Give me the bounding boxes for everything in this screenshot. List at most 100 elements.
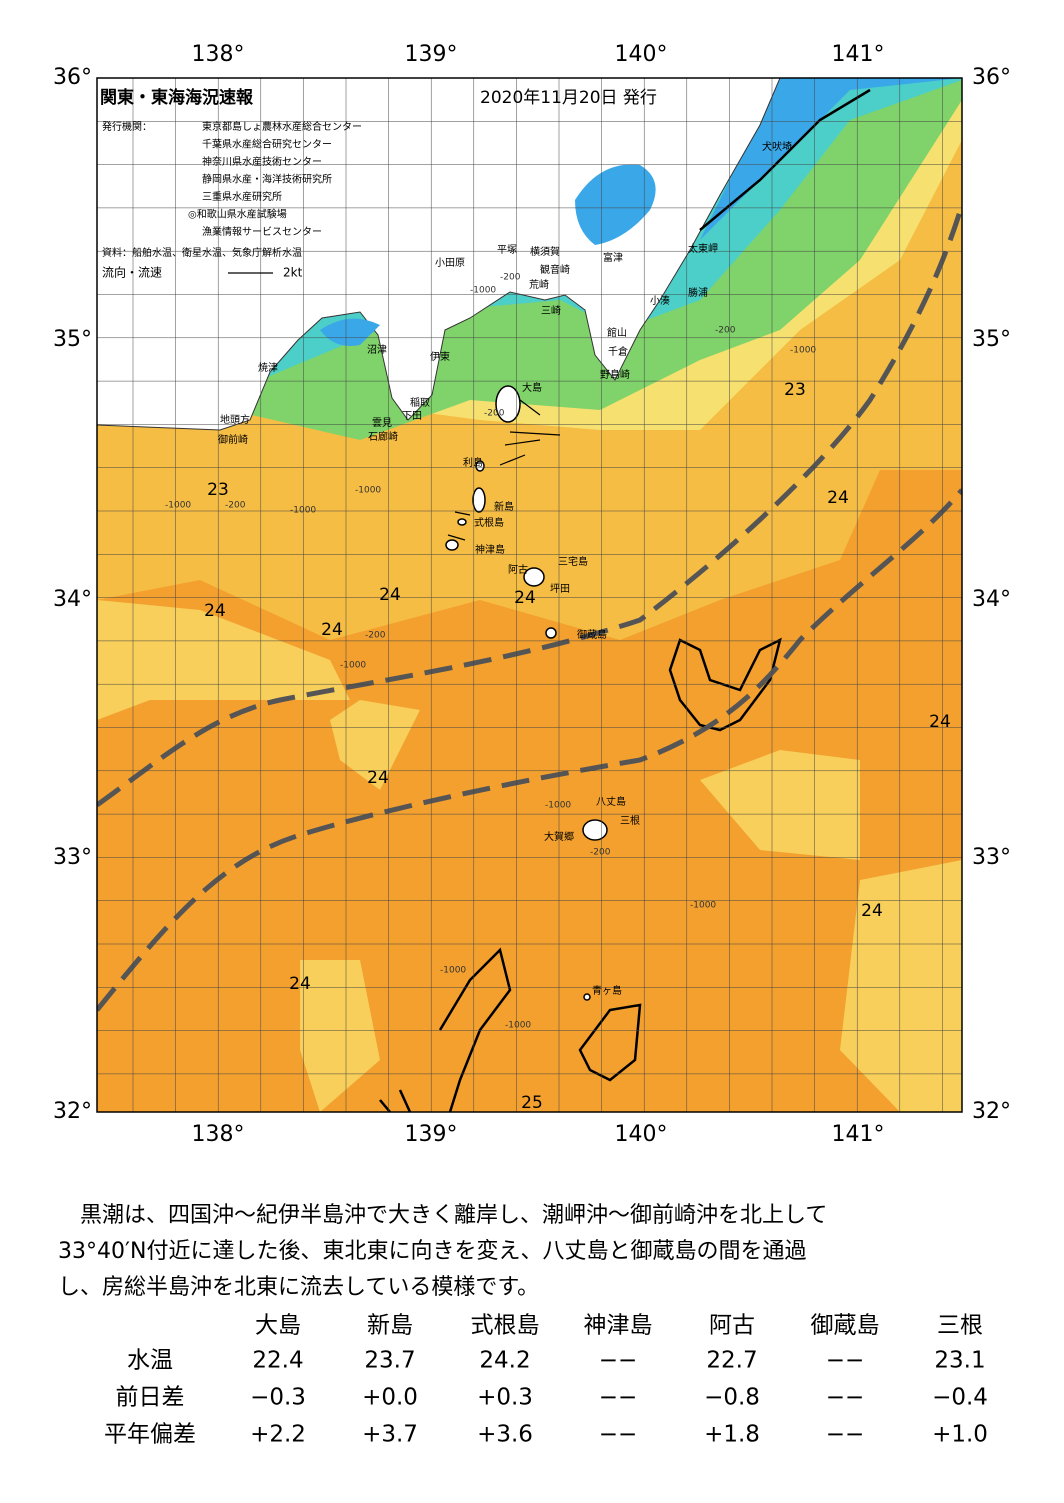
place-name: 三根 (620, 814, 640, 827)
table-header: 大島 (255, 1313, 301, 1339)
place-name: 沼津 (367, 343, 387, 356)
place-name: 御前崎 (218, 433, 248, 446)
table-cell: 23.1 (934, 1348, 985, 1374)
isotherm-label: 24 (827, 488, 849, 508)
isotherm-label: 24 (367, 768, 389, 788)
table-cell: +3.7 (362, 1422, 418, 1448)
contour-label: -200 (365, 631, 386, 641)
table-header: 御蔵島 (811, 1313, 880, 1339)
issue-date: 2020年11月20日 発行 (480, 88, 657, 108)
lon-label: 138° (192, 42, 245, 67)
place-name: 野島崎 (600, 368, 630, 381)
place-name: 石廊崎 (368, 430, 398, 443)
table-cell: +2.2 (250, 1422, 306, 1448)
table-cell: −− (826, 1348, 865, 1374)
lon-label: 139° (405, 1122, 458, 1147)
place-name: 神津島 (475, 543, 505, 556)
place-name: 小田原 (435, 257, 465, 269)
isotherm-label: 24 (514, 588, 536, 608)
issuer: 三重県水産研究所 (202, 190, 282, 203)
contour-label: -1000 (790, 346, 816, 356)
lon-label: 140° (615, 1122, 668, 1147)
map-frame (96, 77, 963, 1113)
lon-label: 141° (832, 1122, 885, 1147)
lat-label: 36° (972, 65, 1011, 90)
paragraph-line: し、房総半島沖を北東に流去している模様です。 (58, 1275, 539, 1300)
place-name: 大島 (522, 381, 542, 394)
map-fill (97, 78, 962, 1112)
place-name: 御蔵島 (577, 628, 607, 641)
table-cell: −0.4 (932, 1385, 988, 1411)
table-header: 新島 (367, 1313, 413, 1339)
lat-label: 35° (53, 327, 92, 352)
place-name: 荒崎 (529, 278, 549, 291)
table-cell: −− (599, 1385, 638, 1411)
place-name: 小湊 (650, 294, 670, 307)
source: 資料：船舶水温、衛星水温、気象庁解析水温 (102, 246, 302, 259)
map-title: 関東・東海海況速報 (100, 87, 254, 108)
place-name: 太東岬 (688, 242, 718, 255)
row-label: 前日差 (116, 1385, 185, 1411)
place-name: 新島 (494, 500, 514, 513)
row-label: 平年偏差 (104, 1422, 196, 1448)
current-arrows (228, 272, 561, 541)
table-cell: +1.8 (704, 1422, 760, 1448)
current-scale: 2kt (283, 266, 303, 280)
paragraph-line: 33°40′N付近に達した後、東北東に向きを変え、八丈島と御蔵島の間を通過 (58, 1239, 806, 1264)
table-cell: −− (826, 1422, 865, 1448)
lat-label: 34° (972, 587, 1011, 612)
contour-label: -1000 (470, 286, 496, 296)
place-name: 阿古 (508, 563, 528, 576)
place-name: 観音崎 (540, 263, 570, 276)
row-label: 水温 (127, 1348, 173, 1374)
table-cell: −− (599, 1422, 638, 1448)
place-name: 犬吠埼 (762, 140, 792, 153)
contour-label: -1000 (440, 966, 466, 976)
lon-label: 140° (615, 42, 668, 67)
place-name: 地頭方 (220, 413, 250, 426)
contour-label: -1000 (355, 486, 381, 496)
table-header: 神津島 (584, 1313, 653, 1339)
contour-label: -1000 (340, 661, 366, 671)
place-name: 雲見 (372, 417, 392, 429)
current-label: 流向・流速 (102, 265, 162, 280)
table-cell: 24.2 (479, 1348, 530, 1374)
isotherm-label: 25 (521, 1093, 543, 1113)
place-name: 館山 (607, 326, 627, 339)
issuer: 神奈川県水産技術センター (202, 155, 322, 168)
lat-label: 33° (53, 845, 92, 870)
table-cell: +0.0 (362, 1385, 418, 1411)
issuer: 東京都島しょ農林水産総合センター (202, 120, 362, 133)
table-cell: +1.0 (932, 1422, 988, 1448)
place-name: 伊東 (430, 350, 450, 363)
contour-label: -1000 (690, 901, 716, 911)
issuer: 静岡県水産・海洋技術研究所 (202, 173, 332, 186)
isotherm-label: 24 (289, 974, 311, 994)
table-header: 阿古 (709, 1313, 755, 1339)
table-cell: 22.4 (252, 1348, 303, 1374)
paragraph-line: 黒潮は、四国沖～紀伊半島沖で大きく離岸し、潮岬沖～御前崎沖を北上して (80, 1203, 827, 1228)
isotherm-label: 23 (207, 480, 229, 500)
issuer: 千葉県水産総合研究センター (202, 138, 332, 151)
isotherm-label: 24 (861, 901, 883, 921)
contour-label: -1000 (545, 801, 571, 811)
place-name: 横須賀 (530, 245, 560, 258)
lat-label: 34° (53, 587, 92, 612)
isotherm-label: 24 (321, 620, 343, 640)
place-name: 坪田 (550, 582, 570, 595)
place-name: 大賀郷 (544, 830, 574, 843)
lat-label: 32° (53, 1099, 92, 1124)
place-name: 八丈島 (596, 795, 626, 808)
table-cell: 22.7 (706, 1348, 757, 1374)
contour-label: -200 (590, 848, 611, 858)
lon-label: 139° (405, 42, 458, 67)
place-name: 焼津 (258, 362, 278, 374)
table-cell: −− (599, 1348, 638, 1374)
table-cell: −− (826, 1385, 865, 1411)
place-name: 稲取 (410, 397, 430, 409)
place-name: 青ヶ島 (592, 984, 622, 997)
place-name: 富津 (603, 251, 623, 264)
place-name: 三崎 (541, 304, 561, 317)
place-name: 三宅島 (558, 555, 588, 568)
